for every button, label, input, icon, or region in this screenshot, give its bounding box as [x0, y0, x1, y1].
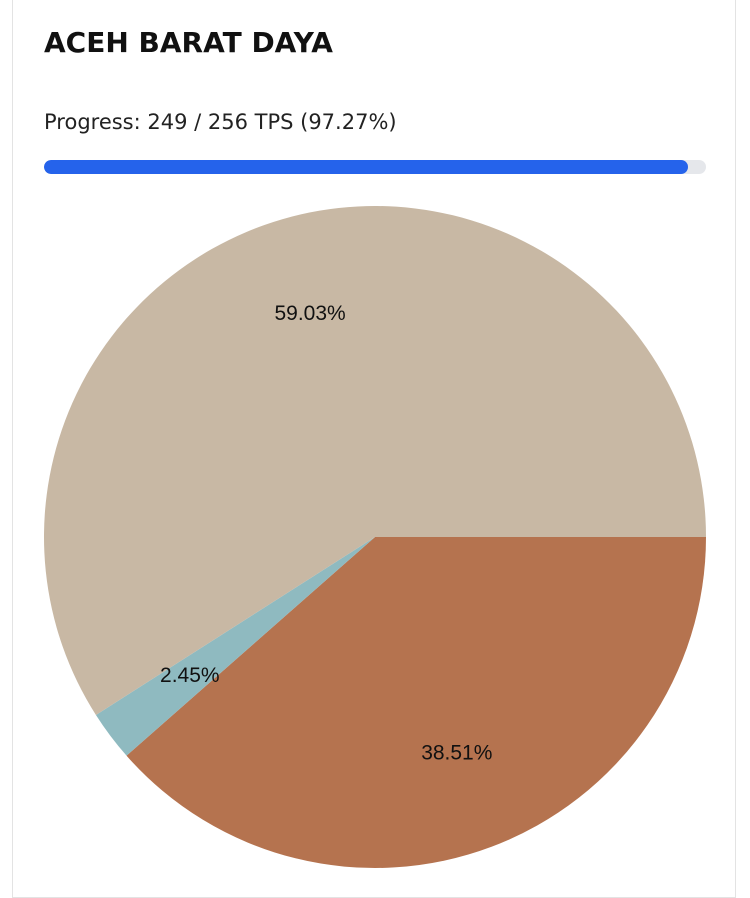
progress-text: Progress: 249 / 256 TPS (97.27%) [44, 110, 397, 134]
pie-slice [43, 205, 706, 715]
slice-label: 2.45% [160, 664, 220, 687]
progress-fill [44, 160, 688, 174]
slice-label: 38.51% [421, 741, 492, 764]
pie-slice [95, 537, 375, 756]
progress-track [44, 160, 706, 174]
region-title: ACEH BARAT DAYA [44, 26, 333, 59]
pie-slice [126, 537, 706, 868]
slice-label: 59.03% [274, 302, 345, 325]
